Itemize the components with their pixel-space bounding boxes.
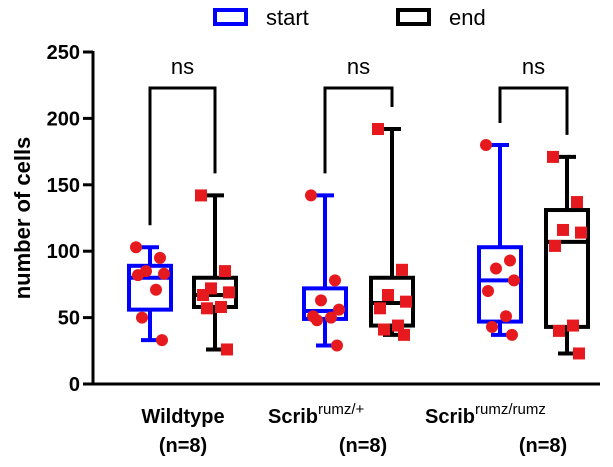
data-point: [500, 310, 512, 323]
legend-swatch-start: [213, 8, 248, 26]
group-label-main: Scrib: [268, 406, 318, 428]
y-tick-label: 150: [47, 175, 80, 197]
data-point: [372, 123, 384, 136]
data-point: [130, 241, 142, 254]
data-point: [549, 239, 561, 252]
y-tick-label: 0: [69, 374, 80, 396]
group-label-n: (n=8): [519, 435, 567, 457]
box-end: [544, 150, 590, 360]
significance-bracket: [323, 86, 394, 174]
data-point: [506, 328, 518, 341]
data-point: [575, 226, 587, 239]
data-point: [482, 285, 494, 298]
data-point: [197, 289, 209, 302]
data-point: [490, 262, 502, 275]
significance-bracket: [498, 86, 569, 135]
legend-swatch-end: [396, 8, 431, 26]
data-point: [156, 334, 168, 347]
group-label: Wildtype: [141, 406, 224, 428]
group-label-n: (n=8): [159, 435, 207, 457]
significance-label: ns: [347, 54, 370, 79]
group-label-n: (n=8): [339, 435, 387, 457]
legend-label-end: end: [449, 5, 486, 30]
box-start: [477, 138, 523, 341]
group-2: ns: [302, 54, 415, 352]
box-end: [369, 123, 415, 341]
data-point: [378, 323, 390, 336]
y-tick-label: 100: [47, 241, 80, 263]
y-tick-label: 250: [47, 42, 80, 64]
data-point: [553, 324, 565, 337]
data-point: [382, 289, 394, 302]
data-point: [333, 303, 345, 316]
group-label: Scribrumz/+: [268, 401, 365, 428]
x-axis: Wildtype(n=8)Scribrumz/+(n=8)Scribrumz/r…: [93, 382, 600, 457]
data-point: [154, 251, 166, 264]
group-label-superscript: rumz/+: [318, 401, 365, 418]
group-label-superscript: rumz/rumz: [475, 401, 546, 418]
data-point: [325, 311, 337, 324]
plot-area: ns ns ns: [127, 54, 590, 360]
significance-bracket: [148, 86, 217, 226]
group-1: ns: [127, 54, 238, 356]
box-end: [192, 189, 238, 356]
data-point: [132, 269, 144, 282]
data-point: [331, 339, 343, 352]
data-point: [557, 223, 569, 236]
data-point: [215, 300, 227, 313]
y-tick-label: 200: [47, 108, 80, 130]
data-point: [150, 283, 162, 296]
y-axis: 0 50 100 150 200 250: [47, 42, 95, 396]
data-point: [201, 302, 213, 315]
y-axis-title: number of cells: [10, 137, 35, 300]
data-point: [158, 267, 170, 280]
data-point: [480, 138, 492, 151]
data-point: [547, 150, 559, 163]
data-point: [311, 314, 323, 327]
box-start: [302, 189, 348, 352]
data-point: [567, 319, 579, 332]
legend: start end: [213, 5, 486, 30]
significance-label: ns: [171, 54, 194, 79]
data-point: [400, 295, 412, 308]
legend-label-start: start: [266, 5, 309, 30]
y-tick-label: 50: [58, 308, 80, 330]
data-point: [392, 319, 404, 332]
data-point: [396, 263, 408, 276]
group-label-main: Scrib: [425, 406, 475, 428]
data-point: [329, 274, 341, 287]
data-point: [315, 294, 327, 307]
data-point: [219, 265, 231, 278]
data-point: [508, 274, 520, 287]
data-point: [221, 343, 233, 356]
data-point: [504, 254, 516, 267]
significance-label: ns: [522, 54, 545, 79]
data-point: [136, 311, 148, 324]
data-point: [195, 189, 207, 202]
data-point: [374, 302, 386, 315]
box-start: [127, 241, 173, 347]
data-point: [571, 196, 583, 209]
group-label: Scribrumz/rumz: [425, 401, 546, 428]
data-point: [223, 286, 235, 299]
data-point: [305, 189, 317, 202]
group-label-main: Wildtype: [141, 406, 224, 428]
group-3: ns: [477, 54, 590, 360]
data-point: [486, 320, 498, 333]
data-point: [398, 328, 410, 341]
data-point: [573, 347, 585, 360]
